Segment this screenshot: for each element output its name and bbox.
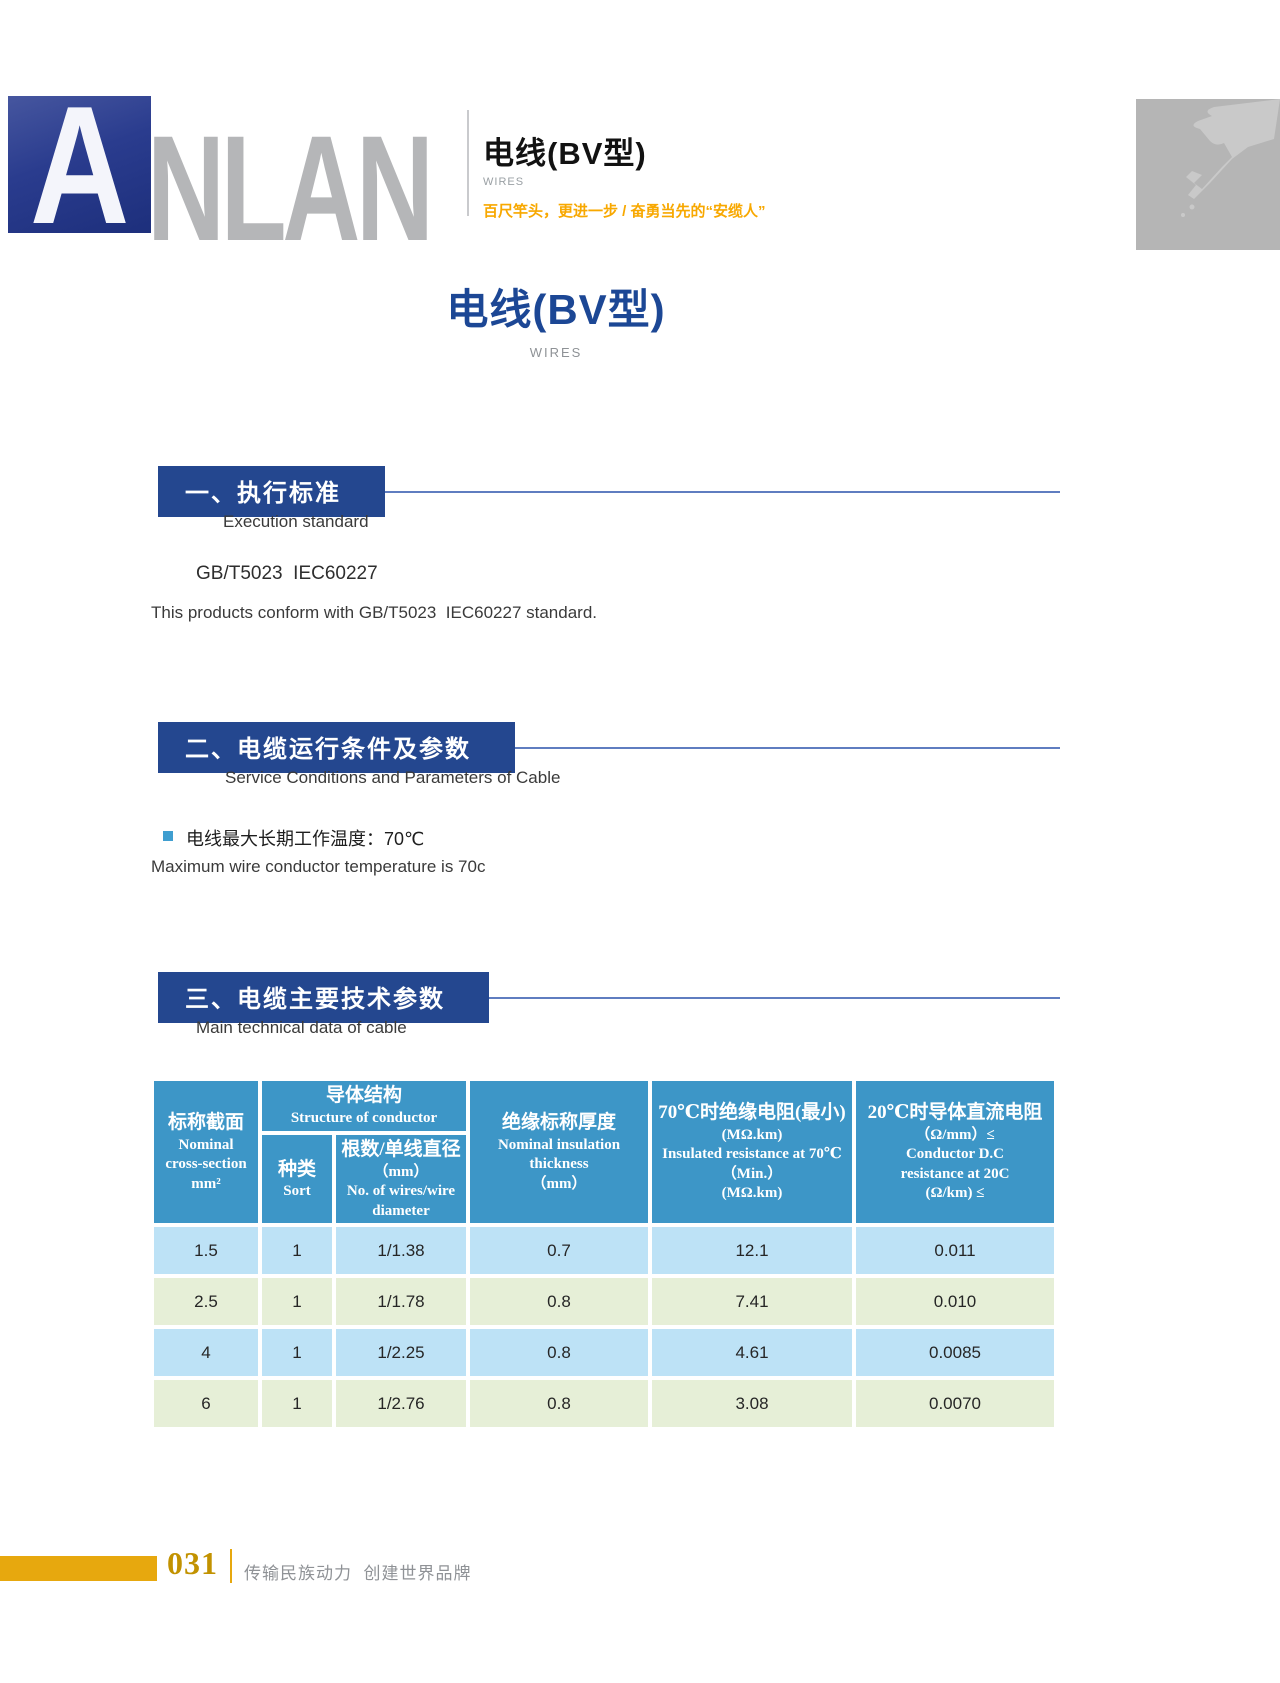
header-divider: [467, 110, 469, 216]
header-tagline: 百尺竿头，更进一步 / 奋勇当先的“安缆人”: [483, 203, 766, 220]
temperature-bullet-text: 电线最大长期工作温度：70℃: [186, 829, 425, 849]
page-title-block: 电线(BV型) WIRES: [0, 276, 1112, 360]
table-row: 2.5 1 1/1.78 0.8 7.41 0.010: [154, 1278, 1054, 1326]
technical-data-table: 标称截面 Nominal cross-section mm² 导体结构 Stru…: [150, 1077, 1058, 1432]
standard-conform-line: This products conform with GB/T5023 IEC6…: [151, 603, 598, 622]
header-product-subtitle: WIRES: [483, 176, 525, 188]
col-header-nominal: 标称截面 Nominal cross-section mm²: [154, 1081, 258, 1224]
bullet-square-icon: [163, 831, 173, 841]
footer-gold-bar: [0, 1556, 157, 1581]
page-subtitle: WIRES: [529, 345, 583, 360]
section-2-subtitle: Service Conditions and Parameters of Cab…: [225, 768, 561, 787]
temperature-bullet-text-en: Maximum wire conductor temperature is 70…: [151, 857, 486, 876]
section-1-subtitle: Execution standard: [223, 512, 369, 531]
col-header-resistance-20c: 20℃时导体直流电阻 （Ω/mm）≤ Conductor D.C resista…: [856, 1081, 1054, 1224]
header-product-title: 电线(BV型): [483, 136, 647, 171]
logo-letter-a: A: [29, 96, 130, 233]
section-3-heading: 三、电缆主要技术参数: [158, 972, 489, 1023]
table-row: 4 1 1/2.25 0.8 4.61 0.0085: [154, 1329, 1054, 1377]
section-3-rule: [489, 996, 1060, 999]
page-title: 电线(BV型): [446, 286, 666, 333]
section-3-subtitle: Main technical data of cable: [196, 1018, 407, 1037]
standard-codes-line: GB/T5023 IEC60227: [196, 563, 378, 584]
footer-divider: [230, 1549, 232, 1583]
table-row: 6 1 1/2.76 0.8 3.08 0.0070: [154, 1380, 1054, 1428]
map-image: [1136, 99, 1280, 250]
footer-slogan: 传输民族动力 创建世界品牌: [244, 1564, 472, 1583]
section-2-header: 二、电缆运行条件及参数: [158, 722, 1060, 773]
map-landmass-graphic: [1181, 99, 1280, 217]
col-header-resistance-70c: 70℃时绝缘电阻(最小) (MΩ.km) Insulated resistanc…: [652, 1081, 852, 1224]
header-product-block: 电线(BV型) WIRES 百尺竿头，更进一步 / 奋勇当先的“安缆人”: [483, 128, 766, 221]
temperature-bullet-item: 电线最大长期工作温度：70℃: [163, 825, 424, 851]
section-2-rule: [515, 746, 1060, 749]
section-1-heading: 一、执行标准: [158, 466, 385, 517]
page-number: 031: [167, 1545, 218, 1581]
table-row: 1.5 1 1/1.38 0.7 12.1 0.011: [154, 1227, 1054, 1275]
logo-letter-a-block: A: [8, 96, 151, 233]
section-2-heading: 二、电缆运行条件及参数: [158, 722, 515, 773]
col-header-sort: 种类 Sort: [262, 1135, 332, 1224]
section-1-header: 一、执行标准: [158, 466, 1060, 517]
col-header-wires-diameter: 根数/单线直径 （mm） No. of wires/wire diameter: [336, 1135, 466, 1224]
section-1-rule: [385, 490, 1060, 493]
col-header-conductor-group: 导体结构 Structure of conductor: [262, 1081, 466, 1131]
col-header-insulation: 绝缘标称厚度 Nominal insulation thickness （mm）: [470, 1081, 648, 1224]
logo-letters-nlan: NLAN: [147, 104, 434, 272]
section-3-header: 三、电缆主要技术参数: [158, 972, 1060, 1023]
